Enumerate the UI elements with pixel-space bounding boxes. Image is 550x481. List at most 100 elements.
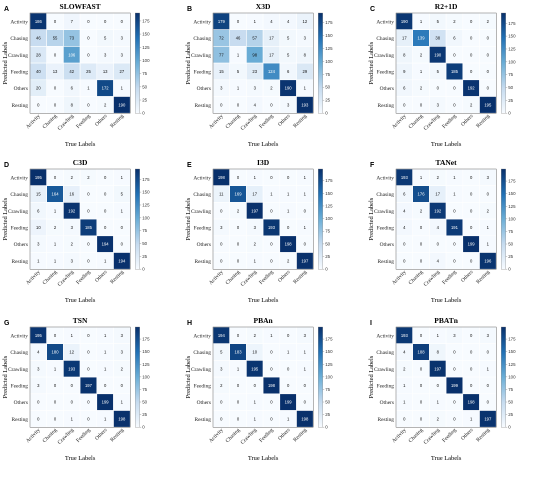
cell-value-label: 8: [71, 102, 74, 107]
colorbar-tick-label: 75: [142, 228, 147, 233]
colorbar: [135, 168, 140, 270]
cell-value-label: 55: [53, 36, 58, 41]
cell-value-label: 0: [487, 86, 490, 91]
cell-value-label: 0: [287, 225, 290, 230]
cell-value-label: 1: [420, 69, 423, 74]
panel-letter: H: [187, 320, 192, 327]
row-tick-label: Chasing: [376, 192, 394, 198]
column-tick-label: Activity: [391, 113, 408, 130]
cell-value-label: 192: [68, 208, 76, 213]
cell-value-label: 17: [252, 192, 257, 197]
cell-value-label: 0: [237, 225, 240, 230]
row-tick-label: Others: [380, 242, 394, 248]
cell-value-label: 0: [87, 52, 90, 57]
cell-value-label: 0: [220, 400, 223, 405]
cell-value-label: 1: [121, 175, 124, 180]
panel-title: TANet: [436, 158, 458, 167]
cell-value-label: 1: [104, 333, 107, 338]
cell-value-label: 1: [104, 366, 107, 371]
cell-value-label: 193: [268, 225, 276, 230]
colorbar-tick-label: 100: [142, 58, 150, 63]
y-axis-label: Predicted Labels: [368, 41, 375, 84]
cell-value-label: 0: [54, 19, 57, 24]
cell-value-label: 72: [219, 36, 224, 41]
cell-value-label: 190: [401, 19, 409, 24]
x-axis-label: True Labels: [248, 141, 279, 148]
colorbar-tick-label: 50: [142, 241, 147, 246]
cell-value-label: 5: [220, 350, 223, 355]
row-tick-label: Others: [380, 86, 394, 92]
cell-value-label: 8: [304, 52, 307, 57]
panel-letter: I: [370, 320, 372, 327]
cell-value-label: 2: [237, 208, 240, 213]
cell-value-label: 3: [121, 52, 124, 57]
colorbar-tick-label: 50: [508, 242, 513, 247]
colorbar-tick-label: 100: [508, 374, 516, 379]
cell-value-label: 2: [420, 208, 423, 213]
cell-value-label: 0: [54, 333, 57, 338]
column-tick-label: Crawling: [240, 269, 259, 288]
cell-value-label: 0: [87, 208, 90, 213]
cell-value-label: 1: [437, 400, 440, 405]
colorbar-tick-label: 75: [325, 72, 330, 77]
cell-value-label: 17: [269, 52, 274, 57]
row-tick-label: Resting: [12, 259, 29, 265]
cell-value-label: 195: [35, 175, 43, 180]
colorbar-tick-label: 25: [325, 98, 330, 103]
panel-title: PBATn: [434, 316, 458, 325]
cell-value-label: 3: [37, 383, 40, 388]
panel-c: C R2+1D 190 1 5 2 0 2 17 139 38 6 0 0 8 2 190 0 0 0 9 1 5 185 0 0…: [368, 2, 516, 148]
colorbar-tick-label: 50: [142, 400, 147, 405]
cell-value-label: 1: [54, 366, 57, 371]
cell-value-label: 0: [220, 416, 223, 421]
cell-value-label: 4: [437, 258, 440, 263]
cell-value-label: 1: [54, 208, 57, 213]
panel-letter: E: [187, 162, 192, 169]
colorbar-tick-label: 0: [325, 111, 328, 116]
heatmap-frame: [29, 168, 131, 270]
cell-value-label: 180: [52, 350, 60, 355]
panel-letter: A: [4, 6, 9, 13]
cell-value-label: 0: [54, 416, 57, 421]
cell-value-label: 0: [270, 242, 273, 247]
cell-value-label: 0: [121, 225, 124, 230]
cell-value-label: 0: [420, 366, 423, 371]
cell-value-label: 12: [303, 19, 308, 24]
cell-value-label: 194: [218, 333, 226, 338]
cell-value-label: 3: [304, 333, 307, 338]
x-axis-label: True Labels: [248, 297, 279, 304]
cell-value-label: 17: [402, 36, 407, 41]
cell-value-label: 0: [270, 102, 273, 107]
colorbar: [318, 168, 323, 270]
cell-value-label: 195: [35, 333, 43, 338]
cell-value-label: 198: [118, 416, 126, 421]
column-tick-label: Feeding: [441, 113, 458, 130]
panel-letter: D: [4, 162, 9, 169]
column-tick-label: Activity: [391, 427, 408, 444]
cell-value-label: 4: [437, 225, 440, 230]
y-axis-label: Predicted Labels: [368, 355, 375, 398]
cell-value-label: 1: [487, 366, 490, 371]
row-tick-label: Activity: [376, 19, 394, 25]
cell-value-label: 0: [470, 225, 473, 230]
cell-value-label: 0: [470, 36, 473, 41]
colorbar-tick-label: 0: [508, 111, 511, 116]
row-tick-label: Others: [197, 242, 211, 248]
colorbar-tick-label: 175: [325, 178, 333, 183]
cell-value-label: 1: [237, 86, 240, 91]
row-tick-label: Feeding: [194, 69, 212, 75]
column-tick-label: Crawling: [240, 427, 259, 446]
cell-value-label: 4: [270, 19, 273, 24]
colorbar-tick-label: 150: [142, 190, 150, 195]
colorbar: [318, 12, 323, 114]
colorbar-tick-label: 75: [325, 229, 330, 234]
cell-value-label: 2: [254, 242, 257, 247]
cell-value-label: 0: [254, 383, 257, 388]
cell-value-label: 0: [470, 383, 473, 388]
cell-value-label: 1: [304, 192, 307, 197]
cell-value-label: 0: [420, 102, 423, 107]
column-tick-label: Activity: [208, 113, 225, 130]
cell-value-label: 3: [71, 225, 74, 230]
colorbar-tick-label: 125: [142, 362, 150, 367]
cell-value-label: 2: [420, 86, 423, 91]
